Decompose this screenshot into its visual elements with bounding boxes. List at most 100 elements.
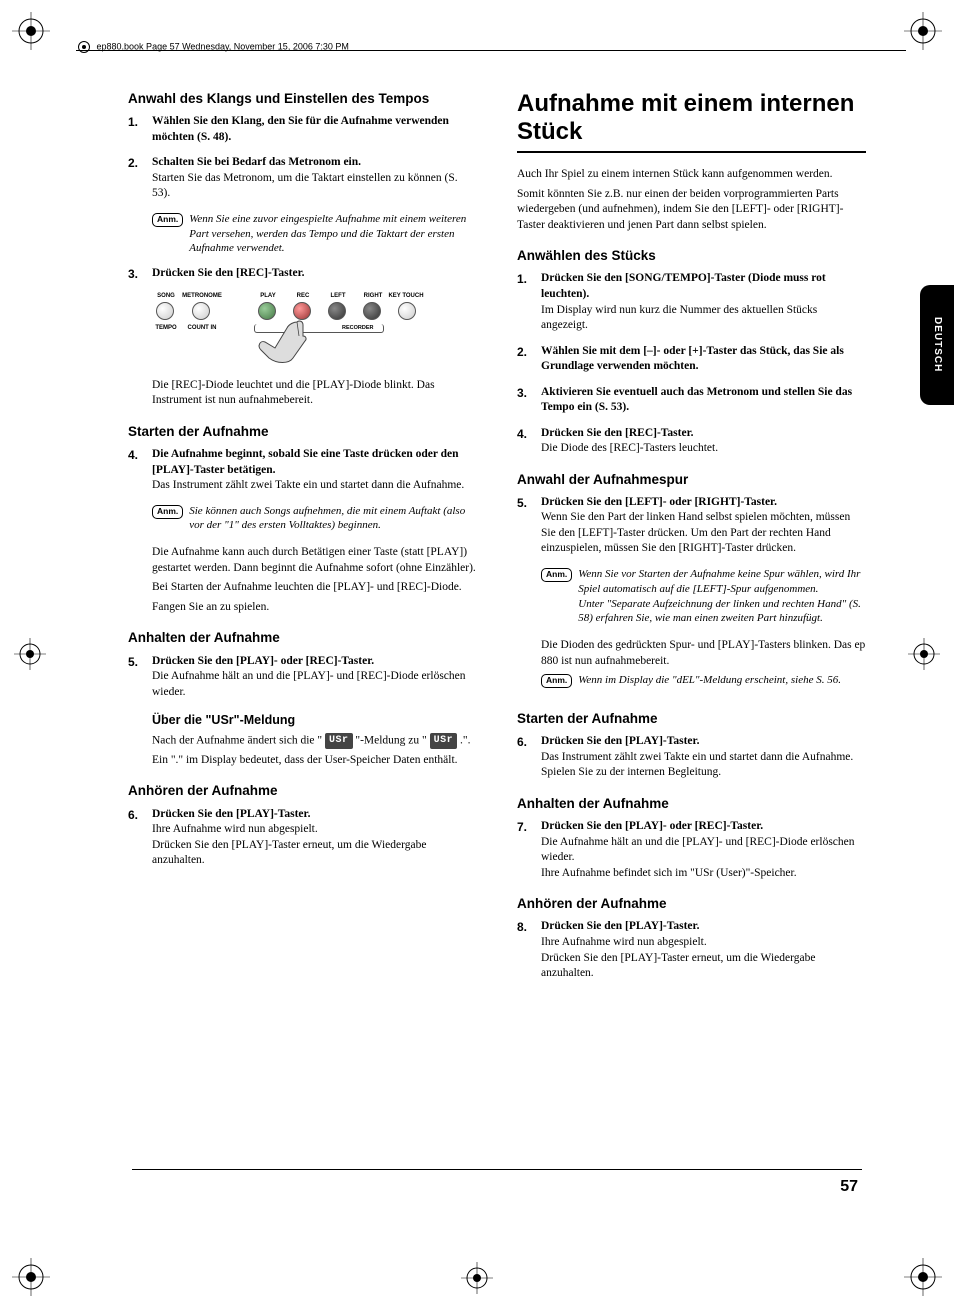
button-panel-illustration: SONG METRONOME PLAY REC LEFT RIGHT KEY T… (152, 292, 422, 370)
step-bold: Wählen Sie den Klang, den Sie für die Au… (152, 115, 449, 143)
step-number: 5. (128, 654, 138, 670)
step-number: 1. (128, 114, 138, 130)
panel-button-icon (398, 302, 416, 320)
text: Nach der Aufnahme ändert sich die " (152, 734, 322, 746)
panel-label-keytouch: KEY TOUCH (384, 292, 428, 300)
paragraph: Die Aufnahme kann auch durch Betätigen e… (152, 545, 477, 576)
step-number: 1. (517, 271, 527, 287)
step-body: Ihre Aufnahme wird nun abgespielt. (541, 936, 707, 948)
page-content: Anwahl des Klangs und Einstellen des Tem… (128, 90, 866, 1218)
step-body: Das Instrument zählt zwei Takte ein und … (541, 751, 853, 763)
usr-chip-icon: USr (325, 733, 353, 749)
step-body: Drücken Sie den [PLAY]-Taster erneut, um… (541, 952, 815, 980)
step-body: Starten Sie das Metronom, um die Taktart… (152, 172, 458, 200)
heading-start-recording: Starten der Aufnahme (517, 710, 866, 728)
step-1: 1. Wählen Sie den Klang, den Sie für die… (128, 114, 477, 145)
panel-button-icon (156, 302, 174, 320)
heading-listen-recording: Anhören der Aufnahme (517, 895, 866, 913)
header-bullet-icon (78, 41, 90, 53)
step-number: 8. (517, 919, 527, 935)
step-bold: Schalten Sie bei Bedarf das Metronom ein… (152, 156, 361, 168)
paragraph: Die Dioden des gedrückten Spur- und [PLA… (541, 638, 866, 669)
panel-label-rec: REC (283, 292, 323, 300)
step-bold: Drücken Sie den [PLAY]-Taster. (541, 920, 699, 932)
panel-button-icon (363, 302, 381, 320)
note-badge: Anm. (541, 568, 572, 582)
step-bold: Aktivieren Sie eventuell auch das Metron… (541, 386, 852, 414)
step-body: Ihre Aufnahme wird nun abgespielt. (152, 823, 318, 835)
note-text: Wenn Sie vor Starten der Aufnahme keine … (578, 567, 866, 626)
step-6: 6. Drücken Sie den [PLAY]-Taster. Das In… (517, 734, 866, 781)
note: Anm. Wenn Sie vor Starten der Aufnahme k… (541, 567, 866, 626)
language-tab: DEUTSCH (920, 285, 954, 405)
panel-label-song: SONG (146, 292, 186, 300)
step-number: 4. (517, 426, 527, 442)
note-badge: Anm. (152, 505, 183, 519)
right-column: Aufnahme mit einem internen Stück Auch I… (513, 90, 866, 1218)
main-title: Aufnahme mit einem internen Stück (517, 90, 866, 145)
note: Anm. Wenn im Display die "dEL"-Meldung e… (541, 673, 866, 688)
step-number: 3. (517, 385, 527, 401)
step-body: Spielen Sie zu der internen Begleitung. (541, 766, 721, 778)
text: "-Meldung zu " (355, 734, 426, 746)
running-header: ep880.book Page 57 Wednesday, November 1… (78, 41, 349, 53)
step-3: 3. Drücken Sie den [REC]-Taster. (128, 266, 477, 282)
crop-mark-icon (904, 12, 942, 50)
heading-usr-message: Über die "USr"-Meldung (152, 712, 477, 729)
registration-mark-icon (14, 638, 46, 670)
crop-mark-icon (12, 12, 50, 50)
panel-button-icon (328, 302, 346, 320)
step-number: 6. (128, 807, 138, 823)
crop-mark-icon (904, 1258, 942, 1296)
step-8: 8. Drücken Sie den [PLAY]-Taster. Ihre A… (517, 919, 866, 981)
panel-label-metronome: METRONOME (182, 292, 222, 300)
step-body: Im Display wird nun kurz die Nummer des … (541, 304, 817, 332)
title-rule (517, 151, 866, 153)
paragraph: Fangen Sie an zu spielen. (152, 600, 477, 616)
step-number: 6. (517, 734, 527, 750)
registration-mark-icon (461, 1262, 493, 1294)
note-badge: Anm. (541, 674, 572, 688)
text: .". (460, 734, 470, 746)
paragraph: Auch Ihr Spiel zu einem internen Stück k… (517, 167, 866, 183)
step-bold: Drücken Sie den [LEFT]- oder [RIGHT]-Tas… (541, 496, 777, 508)
panel-label-play: PLAY (248, 292, 288, 300)
heading-stop-recording: Anhalten der Aufnahme (517, 795, 866, 813)
heading-listen-recording: Anhören der Aufnahme (128, 782, 477, 800)
left-column: Anwahl des Klangs und Einstellen des Tem… (128, 90, 481, 1218)
step-body: Die Diode des [REC]-Tasters leuchtet. (541, 442, 718, 454)
panel-button-icon (192, 302, 210, 320)
step-bold: Drücken Sie den [PLAY]- oder [REC]-Taste… (152, 655, 374, 667)
step-bold: Drücken Sie den [PLAY]-Taster. (152, 808, 310, 820)
note-badge: Anm. (152, 213, 183, 227)
step-1: 1. Drücken Sie den [SONG/TEMPO]-Taster (… (517, 271, 866, 333)
step-bold: Drücken Sie den [REC]-Taster. (541, 427, 694, 439)
note-text: Wenn Sie eine zuvor eingespielte Aufnahm… (189, 212, 477, 257)
panel-label-tempo: TEMPO (146, 324, 186, 332)
usr-chip-icon: USr (430, 733, 458, 749)
step-body: Ihre Aufnahme befindet sich im "USr (Use… (541, 867, 797, 879)
panel-label-recorder: RECORDER (342, 325, 373, 332)
step-2: 2. Schalten Sie bei Bedarf das Metronom … (128, 155, 477, 202)
step-bold: Drücken Sie den [REC]-Taster. (152, 267, 305, 279)
step-number: 5. (517, 495, 527, 511)
step-body: Die Aufnahme hält an und die [PLAY]- und… (152, 670, 466, 698)
step-number: 3. (128, 266, 138, 282)
step-5: 5. Drücken Sie den [LEFT]- oder [RIGHT]-… (517, 495, 866, 557)
registration-mark-icon (908, 638, 940, 670)
paragraph: Ein "." im Display bedeutet, dass der Us… (152, 753, 477, 769)
heading-select-track: Anwahl der Aufnahmespur (517, 471, 866, 489)
paragraph-usr: Nach der Aufnahme ändert sich die " USr … (152, 733, 477, 749)
heading-tone-tempo: Anwahl des Klangs und Einstellen des Tem… (128, 90, 477, 108)
step-7: 7. Drücken Sie den [PLAY]- oder [REC]-Ta… (517, 819, 866, 881)
pointing-hand-icon (257, 318, 313, 366)
step-6: 6. Drücken Sie den [PLAY]-Taster. Ihre A… (128, 807, 477, 869)
header-rule (76, 50, 906, 51)
step-5: 5. Drücken Sie den [PLAY]- oder [REC]-Ta… (128, 654, 477, 701)
step-bold: Drücken Sie den [SONG/TEMPO]-Taster (Dio… (541, 272, 826, 300)
step-number: 7. (517, 819, 527, 835)
paragraph: Die [REC]-Diode leuchtet und die [PLAY]-… (152, 378, 477, 409)
crop-mark-icon (12, 1258, 50, 1296)
page-number: 57 (840, 1178, 858, 1196)
step-2: 2. Wählen Sie mit dem [–]- oder [+]-Tast… (517, 344, 866, 375)
